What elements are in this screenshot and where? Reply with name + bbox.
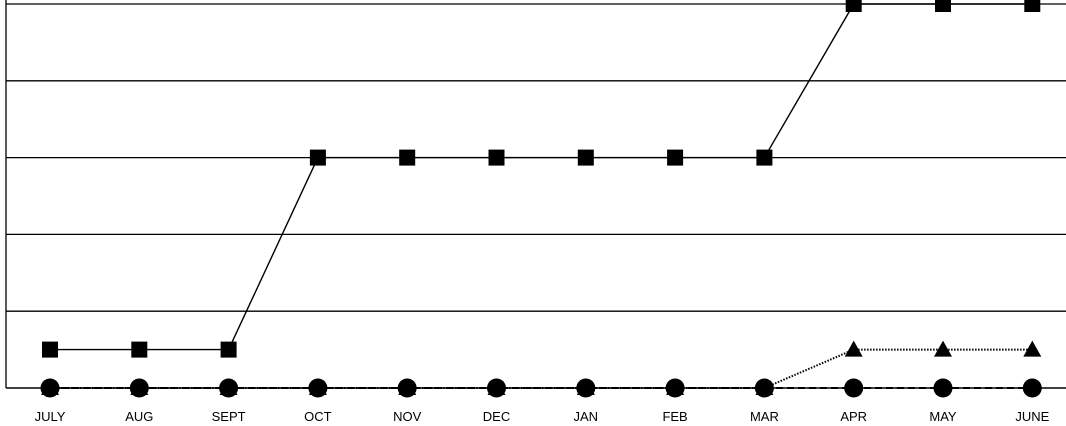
data-point-triangle [576, 379, 595, 395]
data-point-triangle [308, 379, 327, 395]
x-tick-label: AUG [125, 409, 153, 424]
data-point-square [756, 149, 773, 166]
data-point-triangle [398, 379, 417, 395]
data-point-square [1024, 0, 1041, 12]
data-point-square [935, 0, 951, 12]
data-point-triangle [1023, 340, 1042, 357]
data-point-square [399, 149, 416, 166]
x-tick-label: APR [840, 409, 867, 424]
series-line [50, 3, 1033, 351]
data-point-square [309, 149, 326, 166]
series-group [40, 0, 1042, 398]
x-tick-label: NOV [393, 409, 422, 424]
x-tick-label: MAY [929, 409, 957, 424]
x-tick-label: OCT [304, 409, 332, 424]
data-point-square [845, 0, 862, 12]
series-line [50, 348, 1033, 389]
data-point-circle [1022, 378, 1042, 398]
x-tick-label: DEC [483, 409, 510, 424]
series-square [42, 0, 1041, 358]
x-tick-label: MAR [750, 409, 779, 424]
data-point-square [220, 341, 237, 358]
data-point-square [42, 341, 58, 358]
data-point-triangle [934, 340, 952, 357]
data-point-square [667, 149, 684, 166]
data-point-triangle [666, 379, 685, 395]
data-point-square [131, 341, 148, 358]
data-point-triangle [130, 379, 149, 395]
data-point-triangle [219, 379, 238, 395]
series-triangle [41, 340, 1042, 395]
x-tick-label: FEB [662, 409, 687, 424]
data-point-triangle [844, 340, 863, 357]
x-tick-label: SEPT [212, 409, 246, 424]
data-point-triangle [487, 379, 506, 395]
data-point-circle [844, 378, 864, 398]
data-point-square [488, 149, 505, 166]
data-point-square [577, 149, 594, 166]
data-point-circle [933, 378, 953, 398]
x-tick-label: JULY [35, 409, 66, 424]
data-point-triangle [755, 379, 774, 395]
x-tick-labels: JULY AUG SEPT OCT NOV DEC JAN FEB MAR APR MAY JUNE [35, 409, 1050, 424]
x-tick-label: JAN [574, 409, 599, 424]
axes [5, 0, 1066, 389]
data-point-triangle [41, 379, 59, 395]
x-tick-label: JUNE [1015, 409, 1049, 424]
